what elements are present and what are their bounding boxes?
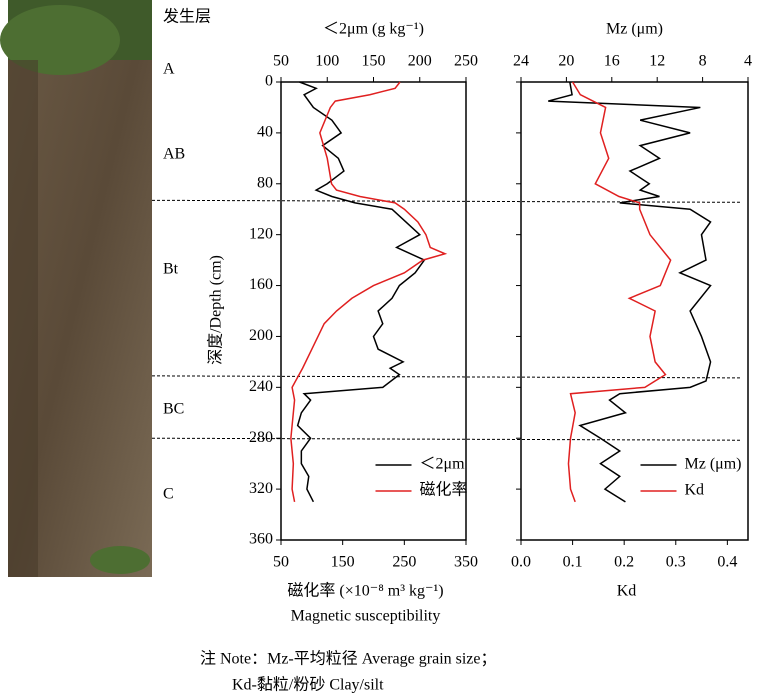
horizon-label: BC xyxy=(163,401,184,418)
x-tick-label: 0.1 xyxy=(563,554,583,571)
y-tick-label: 0 xyxy=(265,73,273,90)
x-tick-label: 0.0 xyxy=(511,554,531,571)
legend-label: 磁化率 xyxy=(420,481,468,499)
y-tick-label: 120 xyxy=(249,225,273,242)
horizon-header: 发生层 xyxy=(163,8,211,26)
plot-frame xyxy=(520,81,749,541)
x-axis-label: ＜2μm (g kg⁻¹) xyxy=(323,21,424,38)
x-tick-label: 150 xyxy=(362,53,386,70)
horizon-boundary xyxy=(151,375,743,379)
x-tick-label: 100 xyxy=(315,53,339,70)
x-tick-label: 50 xyxy=(273,554,289,571)
x-axis-label: Magnetic susceptibility xyxy=(291,608,441,625)
x-tick-label: 24 xyxy=(513,53,529,70)
horizon-label: Bt xyxy=(163,261,179,278)
y-tick-label: 200 xyxy=(249,327,273,344)
y-tick-label: 240 xyxy=(249,378,273,395)
x-tick-label: 20 xyxy=(558,53,574,70)
x-axis-label: Mz (μm) xyxy=(606,21,663,38)
horizon-label: C xyxy=(163,486,174,503)
x-tick-label: 0.4 xyxy=(717,554,737,571)
x-tick-label: 16 xyxy=(604,53,620,70)
x-tick-label: 150 xyxy=(331,554,355,571)
soil-photo xyxy=(0,0,152,577)
x-tick-label: 200 xyxy=(408,53,432,70)
legend-label: ＜2μm xyxy=(420,456,466,473)
y-tick-label: 160 xyxy=(249,276,273,293)
y-tick-label: 280 xyxy=(249,429,273,446)
horizon-label: AB xyxy=(163,146,185,163)
legend-label: Kd xyxy=(685,482,705,499)
horizon-label: A xyxy=(163,61,175,78)
horizon-boundary xyxy=(151,437,743,441)
horizon-boundary xyxy=(151,199,743,203)
y-tick-label: 40 xyxy=(257,124,273,141)
x-tick-label: 250 xyxy=(392,554,416,571)
x-axis-label: 磁化率 (×10⁻⁸ m³ kg⁻¹) xyxy=(287,582,443,600)
x-tick-label: 350 xyxy=(454,554,478,571)
x-tick-label: 0.3 xyxy=(666,554,686,571)
data-line xyxy=(548,81,712,503)
x-tick-label: 4 xyxy=(744,53,752,70)
x-tick-label: 0.2 xyxy=(614,554,634,571)
y-axis-label: 深度/Depth (cm) xyxy=(207,255,225,365)
x-tick-label: 8 xyxy=(699,53,707,70)
data-line xyxy=(296,81,426,503)
x-tick-label: 250 xyxy=(454,53,478,70)
x-axis-label: Kd xyxy=(617,583,637,600)
y-tick-label: 320 xyxy=(249,480,273,497)
x-tick-label: 12 xyxy=(649,53,665,70)
x-tick-label: 50 xyxy=(273,53,289,70)
note: Kd-黏粒/粉砂 Clay/silt xyxy=(232,676,384,694)
legend-label: Mz (μm) xyxy=(685,456,742,473)
data-line xyxy=(567,81,672,503)
y-tick-label: 80 xyxy=(257,174,273,191)
y-tick-label: 360 xyxy=(249,531,273,548)
note: 注 Note：Mz-平均粒径 Average grain size； xyxy=(200,650,497,668)
data-line xyxy=(290,81,448,502)
